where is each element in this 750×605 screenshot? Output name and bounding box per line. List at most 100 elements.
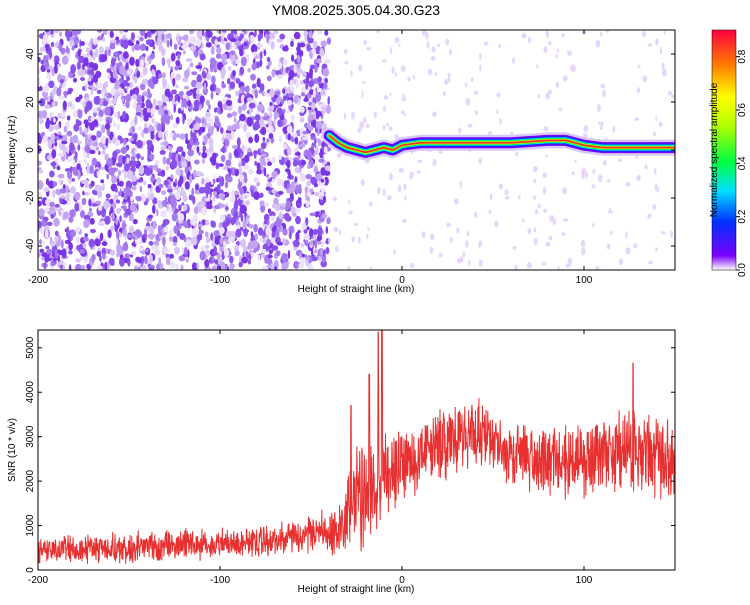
noise-cell — [205, 42, 212, 48]
noise-cell — [109, 30, 114, 39]
noise-cell — [600, 83, 606, 89]
noise-cell — [317, 30, 322, 35]
noise-cell — [149, 193, 154, 201]
noise-cell — [61, 248, 67, 258]
noise-cell — [147, 184, 152, 189]
noise-cell — [244, 154, 250, 163]
noise-cell — [233, 200, 238, 211]
noise-cell — [178, 223, 182, 230]
noise-cell — [247, 169, 254, 175]
noise-cell — [221, 66, 226, 75]
noise-cell — [241, 180, 246, 187]
noise-cell — [257, 227, 264, 236]
noise-cell — [394, 134, 400, 140]
snr-y-tick-label: 4000 — [25, 381, 36, 404]
noise-cell — [53, 55, 60, 64]
noise-cell — [562, 32, 565, 38]
noise-cell — [176, 146, 184, 153]
noise-cell — [108, 257, 115, 266]
noise-cell — [42, 135, 48, 144]
noise-cell — [116, 207, 121, 215]
noise-cell — [264, 254, 269, 264]
noise-cell — [110, 206, 114, 214]
noise-cell — [245, 200, 250, 206]
noise-cell — [63, 125, 68, 133]
noise-cell — [309, 67, 313, 77]
noise-cell — [392, 249, 396, 255]
noise-cell — [102, 30, 108, 36]
snr-frame — [37, 329, 676, 571]
noise-cell — [373, 111, 378, 118]
noise-cell — [562, 75, 568, 82]
noise-cell — [295, 231, 300, 241]
noise-cell — [494, 220, 499, 228]
noise-cell — [347, 265, 350, 270]
noise-cell — [233, 117, 237, 123]
noise-cell — [467, 123, 473, 128]
noise-cell — [141, 129, 145, 139]
noise-cell — [88, 61, 95, 69]
noise-cell — [47, 221, 53, 226]
noise-cell — [210, 64, 214, 73]
noise-cell — [256, 77, 261, 88]
noise-cell — [81, 179, 87, 184]
noise-cell — [94, 238, 100, 247]
noise-cell — [263, 220, 268, 225]
noise-cell — [444, 78, 449, 86]
noise-cell — [248, 102, 256, 109]
noise-cell — [266, 239, 272, 247]
noise-cell — [394, 37, 400, 43]
noise-cell — [144, 248, 149, 253]
noise-cell — [247, 241, 255, 250]
noise-cell — [314, 249, 318, 254]
noise-cell — [115, 199, 121, 204]
noise-cell — [232, 70, 236, 77]
noise-cell — [654, 182, 658, 191]
noise-cell — [177, 53, 181, 60]
noise-cell — [128, 81, 134, 89]
noise-cell — [56, 87, 62, 97]
noise-cell — [542, 186, 547, 195]
noise-cell — [298, 42, 306, 48]
noise-cell — [111, 175, 118, 184]
noise-cell — [518, 194, 521, 200]
noise-cell — [251, 83, 257, 90]
noise-cell — [66, 33, 71, 42]
noise-cell — [40, 119, 44, 123]
noise-cell — [57, 249, 61, 254]
noise-cell — [239, 195, 244, 201]
noise-cell — [109, 198, 114, 205]
noise-cell — [79, 210, 86, 219]
noise-cell — [52, 181, 58, 187]
noise-cell — [139, 83, 146, 91]
noise-cell — [227, 77, 231, 85]
noise-cell — [122, 51, 129, 59]
noise-cell — [286, 147, 292, 156]
noise-cell — [114, 223, 118, 233]
noise-cell — [93, 119, 99, 127]
noise-cell — [432, 111, 437, 118]
noise-cell — [150, 107, 154, 117]
noise-cell — [72, 159, 76, 167]
noise-cell — [94, 48, 99, 58]
noise-cell — [83, 219, 90, 229]
snr-x-tick-label: 100 — [576, 575, 593, 586]
noise-cell — [217, 61, 224, 71]
noise-cell — [122, 155, 126, 165]
noise-cell — [196, 74, 202, 84]
noise-cell — [239, 113, 246, 122]
noise-cell — [257, 103, 264, 112]
noise-cell — [310, 240, 314, 246]
noise-cell — [108, 99, 113, 105]
noise-cell — [333, 226, 339, 233]
noise-cell — [50, 41, 55, 48]
noise-cell — [309, 257, 313, 263]
noise-cell — [293, 94, 299, 104]
snr-y-tick-label: 2000 — [25, 470, 36, 493]
noise-cell — [220, 176, 225, 186]
spectrogram-y-axis-label: Frequency (Hz) — [7, 116, 18, 185]
noise-cell — [156, 123, 162, 133]
noise-cell — [73, 110, 78, 119]
noise-cell — [266, 264, 272, 269]
